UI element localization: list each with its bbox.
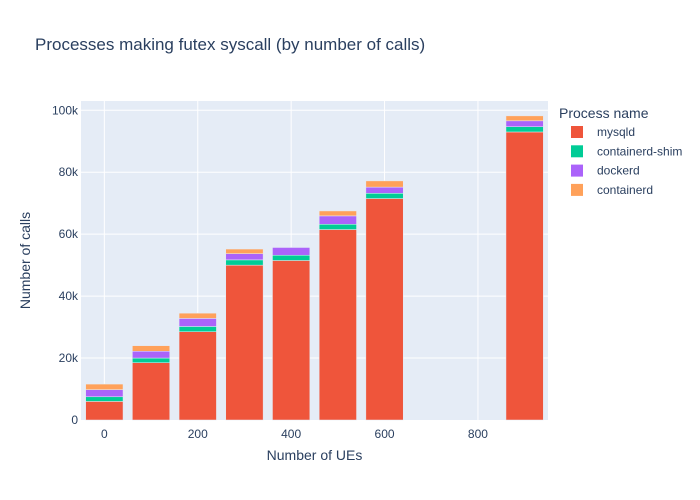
bar-segment-containerd[interactable] — [85, 383, 124, 390]
bar-segment-dockerd[interactable] — [505, 120, 544, 127]
legend-swatch — [571, 145, 583, 158]
legend-items: mysqld containerd-shim dockerd containerd — [571, 125, 682, 197]
legend-label: containerd-shim — [597, 144, 682, 158]
bar-segment-dockerd[interactable] — [132, 350, 170, 359]
x-axis-ticks: 0 200 400 600 800 — [101, 427, 488, 441]
y-axis-ticks: 0 20k 40k 60k 80k 100k — [52, 103, 79, 427]
bar-segment-containerd[interactable] — [318, 210, 357, 217]
bar-segment-mysqld[interactable] — [365, 198, 404, 421]
bar-segment-dockerd[interactable] — [85, 389, 124, 398]
legend-label: dockerd — [597, 164, 640, 178]
x-tick-label: 0 — [101, 427, 108, 441]
y-axis-title: Number of calls — [17, 212, 33, 309]
y-tick-label: 0 — [71, 413, 78, 427]
legend-swatch — [571, 183, 583, 196]
bar-segment-mysqld[interactable] — [505, 131, 544, 421]
x-tick-label: 400 — [281, 427, 301, 441]
bar-segment-containerd[interactable] — [225, 248, 264, 254]
y-tick-label: 60k — [59, 227, 79, 241]
bar-segment-dockerd[interactable] — [318, 215, 357, 225]
y-tick-label: 40k — [59, 289, 79, 303]
bar-segment-mysqld[interactable] — [272, 260, 311, 421]
bar-segment-containerd-shim[interactable] — [85, 396, 124, 402]
x-tick-label: 600 — [375, 427, 395, 441]
bar-segment-containerd-shim[interactable] — [318, 224, 357, 230]
legend-item-containerd-shim[interactable]: containerd-shim — [571, 144, 682, 158]
bar-segment-mysqld[interactable] — [85, 401, 124, 421]
legend-title: Process name — [559, 105, 649, 121]
bar-segment-containerd-shim[interactable] — [505, 126, 544, 133]
chart-title: Processes making futex syscall (by numbe… — [35, 35, 425, 54]
legend-item-mysqld[interactable]: mysqld — [571, 125, 635, 139]
bar-segment-containerd[interactable] — [365, 180, 404, 188]
bars — [85, 115, 544, 421]
x-tick-label: 800 — [468, 427, 488, 441]
bar-segment-dockerd[interactable] — [272, 247, 311, 256]
bar-segment-mysqld[interactable] — [225, 264, 264, 421]
legend-swatch — [571, 126, 583, 138]
bar-segment-mysqld[interactable] — [318, 229, 357, 421]
bar-segment-containerd[interactable] — [178, 312, 217, 319]
bar-segment-containerd[interactable] — [505, 115, 544, 122]
bar-segment-mysqld[interactable] — [178, 331, 217, 421]
bar-segment-mysqld[interactable] — [132, 362, 170, 421]
legend: Process name mysqld containerd-shim docker… — [559, 105, 682, 197]
bar-segment-containerd-shim[interactable] — [178, 326, 217, 332]
bar-segment-dockerd[interactable] — [365, 186, 404, 194]
legend-item-containerd[interactable]: containerd — [571, 183, 653, 197]
legend-label: mysqld — [597, 125, 635, 139]
bar-segment-containerd-shim[interactable] — [365, 193, 404, 199]
bar-segment-containerd-shim[interactable] — [272, 254, 311, 261]
y-tick-label: 100k — [52, 103, 79, 117]
legend-item-dockerd[interactable]: dockerd — [571, 164, 640, 178]
legend-swatch — [571, 164, 583, 177]
x-tick-label: 200 — [188, 427, 208, 441]
y-tick-label: 80k — [59, 165, 79, 179]
bar-segment-containerd-shim[interactable] — [225, 259, 264, 266]
x-axis-title: Number of UEs — [267, 447, 363, 463]
y-tick-label: 20k — [59, 351, 79, 365]
bar-segment-dockerd[interactable] — [178, 318, 217, 327]
bar-segment-containerd-shim[interactable] — [132, 357, 170, 363]
legend-label: containerd — [597, 183, 653, 197]
bar-segment-dockerd[interactable] — [225, 253, 264, 261]
bar-segment-containerd[interactable] — [132, 345, 170, 352]
